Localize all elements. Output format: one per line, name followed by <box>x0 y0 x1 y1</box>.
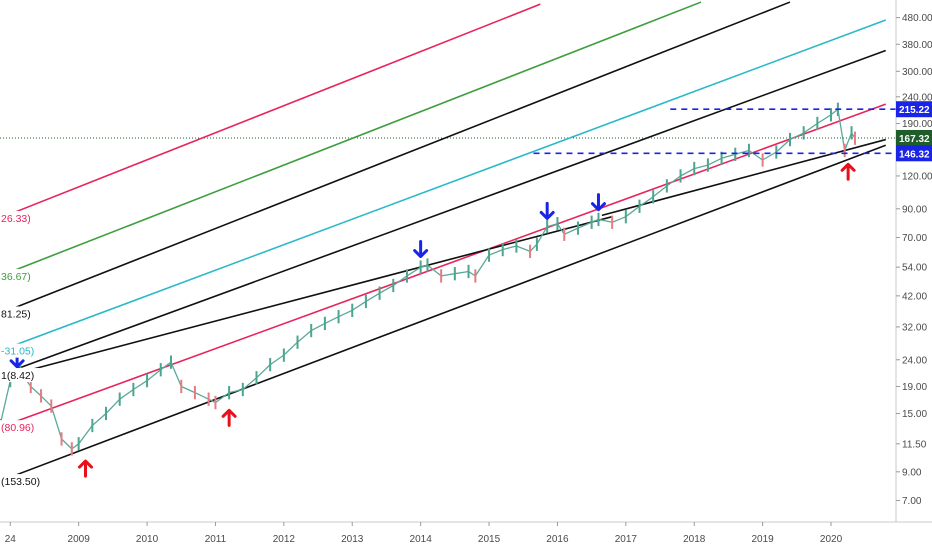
channel-label: 1(8.42) <box>1 370 34 382</box>
y-tick-label: 9.00 <box>902 467 922 478</box>
channel-line-0[interactable] <box>0 3 541 219</box>
up-arrow-icon <box>77 459 93 478</box>
x-tick-label: 24 <box>5 534 17 545</box>
channel-label-bg <box>0 211 40 226</box>
down-arrow-icon <box>539 201 555 220</box>
y-tick-label: 11.50 <box>902 439 927 450</box>
x-axis-ticks: 24 2009 2010 2011 2012 2013 2014 2015 2016 2017 20… <box>5 522 843 545</box>
price-line-0 <box>0 108 856 450</box>
x-tick-label: 2018 <box>683 534 706 545</box>
channel-line-6[interactable] <box>0 144 887 482</box>
x-tick-label: 2014 <box>410 534 433 545</box>
channel-label-bg <box>0 343 46 358</box>
channel-label-bg <box>0 474 52 489</box>
up-arrow-icon <box>840 162 856 181</box>
trend-line-0[interactable] <box>20 215 613 374</box>
x-tick-label: 2015 <box>478 534 501 545</box>
channel-label-bg <box>0 268 40 283</box>
up-arrow-icon <box>221 408 237 427</box>
trend-line-1[interactable] <box>601 138 886 217</box>
axes-layer <box>0 0 932 523</box>
y-tick-label: 19.00 <box>902 382 927 393</box>
y-tick-label: 90.00 <box>902 204 927 215</box>
x-tick-label: 2011 <box>205 534 227 545</box>
y-tick-label: 54.00 <box>902 263 927 274</box>
y-tick-label: 190.00 <box>902 119 932 130</box>
price-label-badge <box>896 145 932 162</box>
x-tick-label: 2016 <box>546 534 569 545</box>
y-tick-label: 15.00 <box>902 409 927 420</box>
x-tick-label: 2019 <box>752 534 775 545</box>
price-label-badge <box>896 129 932 146</box>
channel-label-bg <box>0 368 46 383</box>
y-tick-label: 240.00 <box>902 92 932 103</box>
y-tick-label: 7.00 <box>902 496 922 507</box>
x-tick-label: 2017 <box>615 534 638 545</box>
channel-label: 81.25) <box>1 308 31 320</box>
x-tick-label: 2009 <box>68 534 91 545</box>
y-tick-label: 120.00 <box>902 171 932 182</box>
channel-line-3[interactable] <box>0 19 887 352</box>
y-tick-label: 480.00 <box>902 13 932 24</box>
channel-labels-layer: 26.33) 36.67) 81.25) -31.05) 1(8.42) (80.96) (… <box>0 211 52 489</box>
channel-line-2[interactable] <box>0 1 791 315</box>
channel-label: (153.50) <box>1 476 40 488</box>
channel-label: -31.05) <box>1 346 34 358</box>
y-tick-label: 32.00 <box>902 322 927 333</box>
channel-line-5[interactable] <box>0 103 887 428</box>
channel-label: 26.33) <box>1 213 31 225</box>
y-tick-label: 70.00 <box>902 233 927 244</box>
price-label-text: 167.32 <box>899 134 930 145</box>
price-label-text: 146.32 <box>899 149 930 160</box>
channel-label-bg <box>0 306 40 321</box>
y-tick-label: 380.00 <box>902 40 932 51</box>
channel-line-1[interactable] <box>0 1 702 277</box>
channel-label-bg <box>0 420 46 435</box>
down-arrow-icon <box>413 240 429 259</box>
price-labels-layer: 215.22 167.32 146.32 <box>896 101 932 162</box>
x-tick-label: 2020 <box>820 534 843 545</box>
x-tick-label: 2012 <box>273 534 296 545</box>
trend-lines-layer <box>20 138 886 374</box>
y-tick-label: 42.00 <box>902 291 927 302</box>
channel-lines-layer <box>0 1 887 482</box>
channel-line-4[interactable] <box>0 49 887 376</box>
price-label-badge <box>896 101 932 118</box>
dashed-levels-layer <box>533 108 896 155</box>
channel-label: (80.96) <box>1 422 34 434</box>
x-tick-label: 2010 <box>136 534 159 545</box>
y-tick-label: 24.00 <box>902 355 927 366</box>
x-tick-label: 2013 <box>341 534 364 545</box>
down-arrow-icon <box>590 193 606 212</box>
price-series-layer <box>0 102 856 456</box>
price-label-text: 215.22 <box>899 105 930 116</box>
y-axis-ticks: 480.00380.00300.00240.00190.00150.00120.… <box>896 13 932 507</box>
y-tick-label: 300.00 <box>902 67 932 78</box>
channel-label: 36.67) <box>1 271 31 283</box>
